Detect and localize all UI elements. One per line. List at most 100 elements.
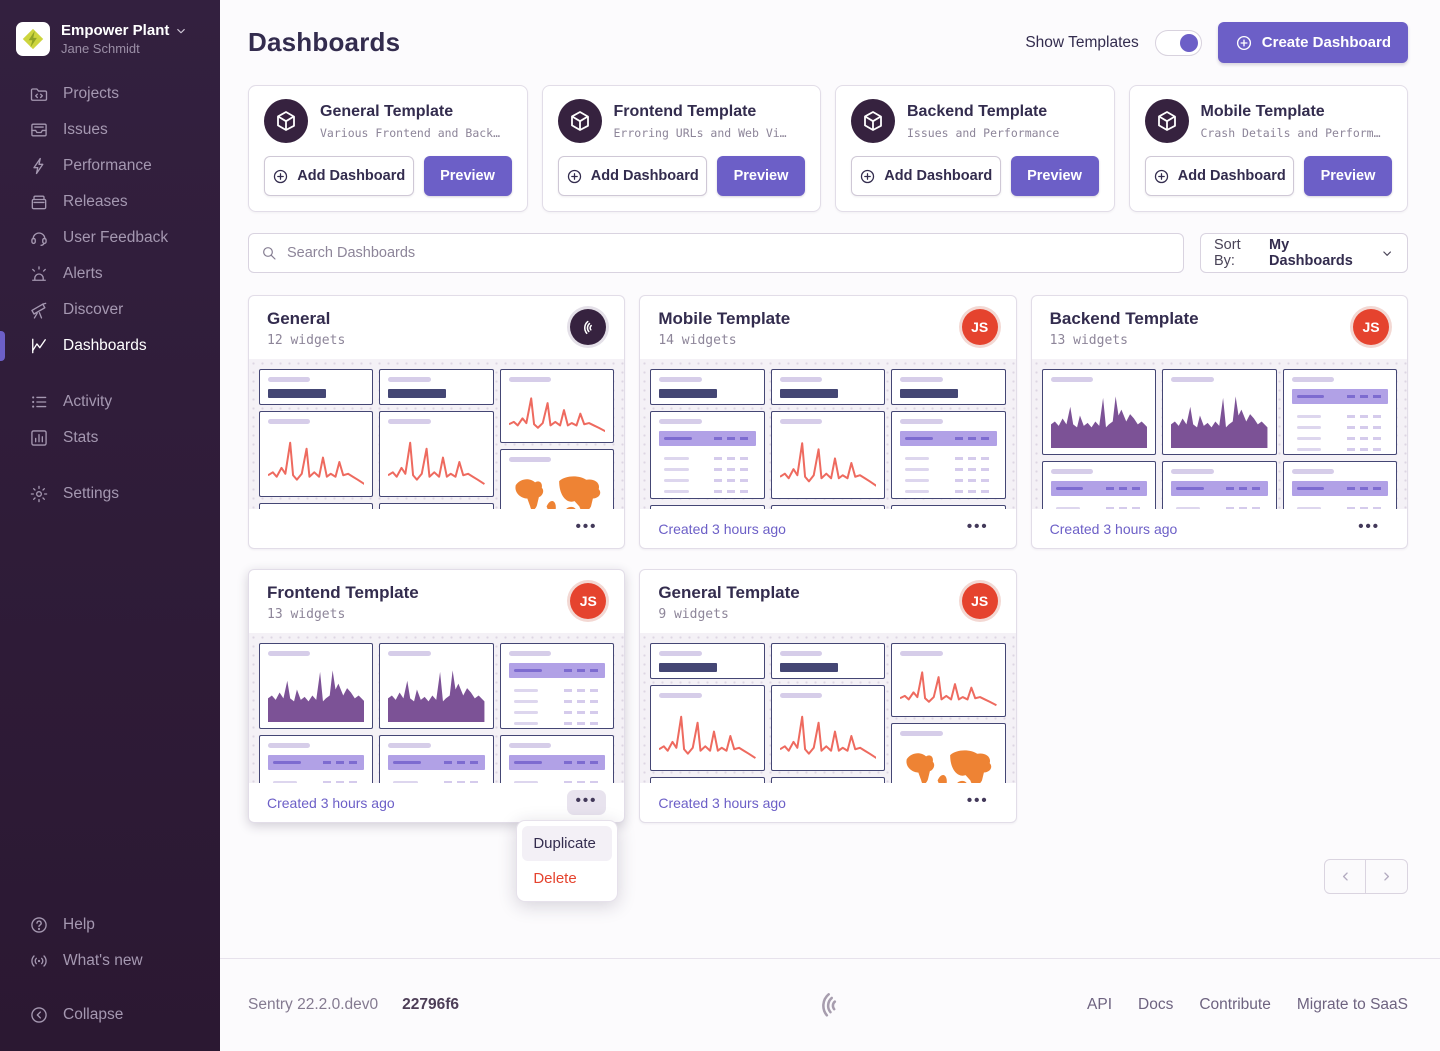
avatar: JS (961, 583, 998, 619)
template-title: Backend Template (907, 102, 1048, 120)
context-menu-item-duplicate[interactable]: Duplicate (522, 826, 613, 861)
sidebar-item-label: Issues (63, 121, 108, 138)
avatar-sentry (570, 309, 607, 345)
widget-preview-area-chart (1041, 369, 1157, 455)
sidebar-item-label: Help (63, 916, 95, 933)
sort-dropdown[interactable]: Sort By: My Dashboards (1200, 233, 1408, 273)
sidebar-item-help[interactable]: Help (0, 907, 220, 943)
sidebar-bottom-nav: Help What's new Collapse (0, 889, 220, 1033)
search-icon (263, 247, 276, 260)
search-input[interactable] (248, 233, 1184, 273)
dashboard-title: Backend Template (1049, 309, 1199, 328)
template-card-row: General Template Various Frontend and Ba… (248, 85, 1408, 212)
widget-preview-world-map (891, 723, 1006, 783)
preview-button[interactable]: Preview (423, 156, 512, 196)
sidebar-item-issues[interactable]: Issues (0, 112, 220, 148)
performance-icon (29, 156, 49, 176)
dashboard-card-general-template[interactable]: General Template 9 widgets JS Created 3 … (639, 569, 1017, 823)
sidebar-item-projects[interactable]: Projects (0, 76, 220, 112)
collapse-icon (29, 1005, 49, 1025)
sidebar: Empower Plant Jane Schmidt Projects Issu… (0, 0, 220, 1051)
sidebar-item-alerts[interactable]: Alerts (0, 256, 220, 292)
chevron-right-icon (1384, 872, 1390, 881)
sidebar-item-user-feedback[interactable]: User Feedback (0, 220, 220, 256)
card-more-menu-button[interactable]: ••• (567, 516, 607, 541)
preview-button[interactable]: Preview (717, 156, 805, 196)
dashboard-preview (640, 633, 1016, 783)
plus-circle-icon (567, 169, 581, 183)
preview-column (499, 643, 615, 783)
help-icon (29, 915, 49, 935)
org-switcher[interactable]: Empower Plant Jane Schmidt (0, 14, 220, 70)
pagination-next-button[interactable] (1366, 860, 1407, 893)
widget-preview-line-chart (891, 643, 1006, 717)
widget-preview-table (379, 735, 494, 783)
sidebar-item-performance[interactable]: Performance (0, 148, 220, 184)
created-timestamp: Created 3 hours ago (658, 794, 786, 811)
pagination-prev-button[interactable] (1325, 860, 1366, 893)
dashboard-preview (1031, 359, 1407, 509)
dashboard-card-general[interactable]: General 12 widgets ••• (248, 295, 626, 549)
footer-link-contribute[interactable]: Contribute (1199, 996, 1271, 1013)
sidebar-item-what-s-new[interactable]: What's new (0, 943, 220, 979)
sidebar-item-label: What's new (63, 952, 143, 969)
org-user: Jane Schmidt (61, 41, 140, 56)
widget-preview-table (891, 411, 1006, 499)
add-dashboard-button[interactable]: Add Dashboard (557, 156, 707, 196)
widget-preview-big-number (770, 369, 886, 405)
sidebar-item-releases[interactable]: Releases (0, 184, 220, 220)
sentry-logo-icon (813, 988, 847, 1022)
preview-column (650, 643, 765, 783)
dashboard-preview (249, 359, 625, 509)
sidebar-item-label: Stats (63, 429, 99, 446)
template-title: General Template (320, 102, 454, 120)
dashboard-card-frontend-template[interactable]: Frontend Template 13 widgets JS Created … (248, 569, 626, 902)
add-dashboard-button[interactable]: Add Dashboard (264, 156, 414, 196)
context-menu-item-delete[interactable]: Delete (533, 870, 577, 887)
sidebar-item-settings[interactable]: Settings (0, 476, 220, 512)
pagination (1324, 859, 1408, 894)
widget-preview-world-map (499, 449, 615, 509)
footer-link-migrate-to-saas[interactable]: Migrate to SaaS (1296, 996, 1408, 1013)
footer-link-api[interactable]: API (1087, 996, 1112, 1013)
preview-column (499, 369, 615, 509)
template-cube-icon (851, 99, 895, 143)
show-templates-label: Show Templates (1025, 33, 1139, 51)
template-title: Mobile Template (1200, 102, 1325, 120)
widget-preview-area-chart (1162, 369, 1277, 455)
sidebar-item-stats[interactable]: Stats (0, 420, 220, 456)
card-more-menu-button[interactable]: ••• (566, 790, 607, 815)
widget-preview-big-number (650, 369, 765, 405)
template-card-general-template: General Template Various Frontend and Ba… (248, 85, 528, 212)
sidebar-item-label: Projects (63, 85, 119, 102)
dashboard-card-backend-template[interactable]: Backend Template 13 widgets JS Created 3… (1030, 295, 1408, 549)
card-more-menu-button[interactable]: ••• (958, 790, 998, 815)
card-more-menu-button[interactable]: ••• (958, 516, 998, 541)
releases-icon (29, 192, 49, 212)
preview-column (379, 369, 494, 509)
sidebar-item-dashboards[interactable]: Dashboards (0, 328, 220, 364)
page-header: Dashboards Show Templates Create Dashboa… (248, 22, 1408, 63)
dashboard-card-mobile-template[interactable]: Mobile Template 14 widgets JS Created 3 … (639, 295, 1017, 549)
sidebar-item-discover[interactable]: Discover (0, 292, 220, 328)
broadcast-icon (29, 951, 49, 971)
dashboard-title: Mobile Template (658, 309, 791, 328)
sidebar-item-label: Activity (63, 393, 113, 410)
footer-link-docs[interactable]: Docs (1138, 996, 1174, 1013)
add-dashboard-button[interactable]: Add Dashboard (851, 156, 1001, 196)
sidebar-item-label: Dashboards (63, 337, 147, 354)
preview-button[interactable]: Preview (1304, 156, 1392, 196)
preview-button[interactable]: Preview (1010, 156, 1099, 196)
sidebar-item-collapse[interactable]: Collapse (0, 997, 220, 1033)
sidebar-item-label: Releases (63, 193, 128, 210)
sidebar-item-activity[interactable]: Activity (0, 384, 220, 420)
add-dashboard-button[interactable]: Add Dashboard (1144, 156, 1294, 196)
widget-preview-big-number (650, 777, 765, 783)
create-dashboard-button[interactable]: Create Dashboard (1217, 22, 1408, 63)
widget-preview-big-number (770, 777, 886, 783)
discover-icon (29, 300, 49, 320)
card-more-menu-button[interactable]: ••• (1349, 516, 1389, 541)
show-templates-toggle[interactable] (1154, 29, 1202, 56)
dashboard-preview (249, 633, 625, 783)
